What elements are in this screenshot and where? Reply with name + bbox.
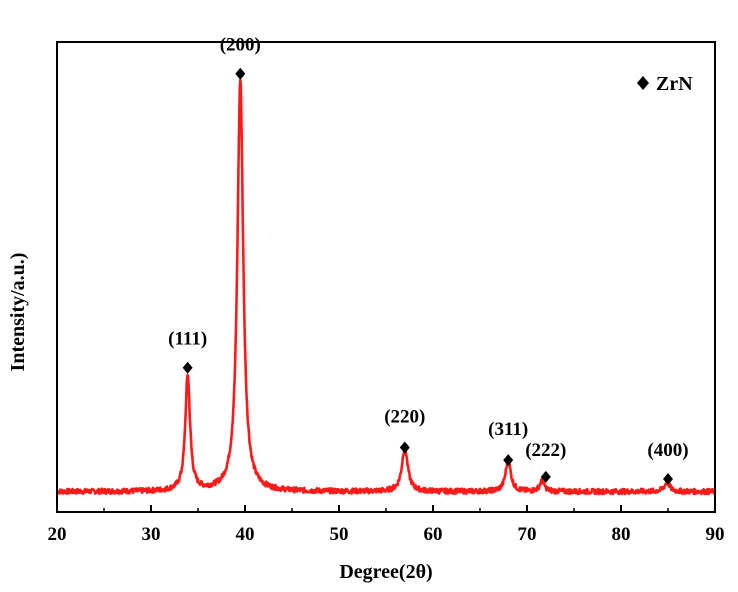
peak-label: (400) bbox=[647, 440, 688, 461]
x-tick-label: 40 bbox=[236, 524, 255, 545]
x-axis-ticks: 20 30 40 50 60 70 80 90 bbox=[48, 505, 725, 545]
x-tick-label: 80 bbox=[612, 524, 631, 545]
x-tick-label: 50 bbox=[330, 524, 349, 545]
legend-diamond-marker bbox=[637, 76, 649, 90]
x-tick-label: 30 bbox=[142, 524, 161, 545]
peak-diamond-marker bbox=[182, 361, 193, 374]
peak-label: (111) bbox=[168, 329, 207, 350]
peak-label: (220) bbox=[384, 406, 425, 427]
x-axis-label: Degree(2θ) bbox=[339, 561, 432, 583]
x-tick-label: 90 bbox=[706, 524, 725, 545]
peak-annotations: (111) (200) (220) (311)(222) (400) bbox=[168, 35, 689, 485]
plot-content bbox=[56, 78, 717, 496]
y-axis-label: Intensity/a.u.) bbox=[7, 253, 29, 372]
peak-diamond-marker bbox=[235, 67, 246, 80]
x-tick-label: 20 bbox=[48, 524, 67, 545]
peak-label: (311) bbox=[488, 419, 528, 440]
peak-label: (200) bbox=[220, 35, 261, 56]
legend: ZrN bbox=[637, 73, 693, 95]
peak-diamond-marker bbox=[503, 454, 514, 467]
peak-diamond-marker bbox=[540, 470, 551, 483]
x-tick-label: 60 bbox=[424, 524, 443, 545]
peak-diamond-marker bbox=[663, 473, 673, 485]
legend-label: ZrN bbox=[656, 73, 693, 95]
peak-diamond-marker bbox=[399, 441, 410, 454]
x-tick-label: 70 bbox=[518, 524, 537, 545]
series-line-zrn bbox=[56, 78, 717, 496]
peak-label: (222) bbox=[525, 440, 566, 461]
